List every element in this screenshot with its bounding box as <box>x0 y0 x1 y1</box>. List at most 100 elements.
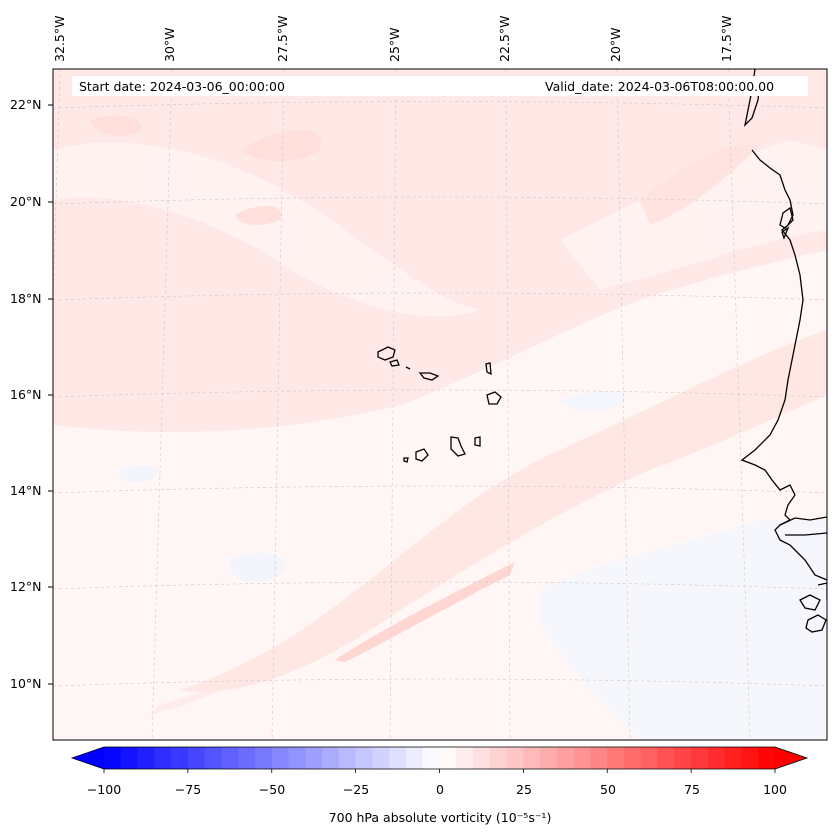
colorbar-tick-label: −75 <box>174 782 202 797</box>
colorbar-segment <box>607 747 625 769</box>
parallel-22N <box>53 101 827 109</box>
colorbar-segment <box>271 747 290 769</box>
vorticity-patch <box>240 129 322 162</box>
colorbar-segment <box>204 747 223 769</box>
lat-label: 12°N <box>10 579 42 594</box>
colorbar-segment <box>523 747 541 769</box>
meridian-22-5W <box>505 69 511 740</box>
island-brava <box>403 457 409 463</box>
colorbar-tick-label: −50 <box>258 782 286 797</box>
island-santiago <box>450 436 466 457</box>
colorbar-segment <box>154 747 172 769</box>
island-fogo <box>415 448 429 462</box>
meridian-27-5W <box>271 69 285 740</box>
colorbar-segment <box>741 747 759 769</box>
colorbar-segment <box>640 747 659 769</box>
vorticity-field <box>53 69 827 740</box>
island-sao-nicolau <box>418 372 440 381</box>
island-sal <box>485 362 492 376</box>
colorbar-segment <box>624 747 642 769</box>
lon-label: 27.5°W <box>275 15 290 62</box>
lon-label: 32.5°W <box>52 15 67 62</box>
colorbar-segment <box>489 747 508 769</box>
info-bar <box>72 76 808 96</box>
colorbar-segment <box>389 747 407 769</box>
guinea-bissau-coast <box>817 582 827 600</box>
colorbar-segment <box>439 747 457 769</box>
cape-verde-islands <box>377 346 502 463</box>
island-santa-luzia <box>405 366 411 370</box>
graticule <box>53 69 827 740</box>
colorbar-segment <box>691 747 709 769</box>
weak-vorticity-patch <box>53 142 480 317</box>
lon-label: 22.5°W <box>497 15 512 62</box>
island-maio <box>474 436 481 447</box>
colorbar-label: 700 hPa absolute vorticity (10⁻⁵s⁻¹) <box>328 810 552 825</box>
colorbar-tick-label: 75 <box>684 782 700 797</box>
colorbar-segment <box>355 747 374 769</box>
colorbar-tick-label: 25 <box>516 782 532 797</box>
cape-blanc <box>779 206 794 229</box>
parallel-10N <box>53 678 827 687</box>
vorticity-patch <box>235 205 282 225</box>
colorbar-segment <box>238 747 256 769</box>
negative-vorticity-patch <box>119 465 159 482</box>
colorbar-segment <box>456 747 474 769</box>
colorbar-tick-label: 0 <box>436 782 444 797</box>
lat-label: 16°N <box>10 387 42 402</box>
colorbar-segment <box>171 747 189 769</box>
lon-label: 25°W <box>387 27 402 62</box>
bijagos-island <box>799 594 821 611</box>
lat-label: 20°N <box>10 194 42 209</box>
colorbar-segment <box>573 747 592 769</box>
island-santo-antao <box>377 346 396 361</box>
colorbar-segment <box>288 747 306 769</box>
colorbar-segment <box>540 747 558 769</box>
colorbar-tick-label: −25 <box>342 782 370 797</box>
lat-label: 14°N <box>10 483 42 498</box>
gambia-river-north <box>779 516 827 526</box>
colorbar-segment <box>590 747 608 769</box>
parallel-12N <box>53 581 827 590</box>
lon-label: 20°W <box>608 27 623 62</box>
colorbar-segment <box>556 747 575 769</box>
coastal-islet <box>781 226 790 240</box>
colorbar-extend-high <box>775 747 807 769</box>
negative-vorticity-region <box>540 520 827 740</box>
vorticity-patch <box>640 144 760 225</box>
positive-vorticity-band-north <box>53 69 827 433</box>
colorbar-tick-label: 100 <box>763 782 787 797</box>
island-boa-vista <box>486 391 502 405</box>
colorbar-segment <box>372 747 390 769</box>
colorbar-segment <box>422 747 441 769</box>
valid-date-text: Valid_date: 2024-03-06T08:00:00.00 <box>545 79 775 94</box>
gambia-river-south <box>785 532 827 536</box>
colorbar-segment <box>338 747 357 769</box>
parallel-20N <box>53 196 827 205</box>
colorbar-segment <box>506 747 524 769</box>
lat-label: 22°N <box>10 97 42 112</box>
colorbar-segment <box>120 747 139 769</box>
parallel-16N <box>53 389 827 398</box>
colorbar-segment <box>724 747 743 769</box>
colorbar-segment <box>707 747 726 769</box>
colorbar-segment <box>254 747 273 769</box>
colorbar-segment <box>322 747 340 769</box>
vorticity-patch <box>90 115 142 136</box>
lon-label: 17.5°W <box>719 15 734 62</box>
colorbar-segment <box>187 747 206 769</box>
colorbar-segment <box>758 747 776 769</box>
negative-vorticity-patch <box>560 390 626 412</box>
colorbar-segment <box>104 747 122 769</box>
lon-label: 30°W <box>162 27 177 62</box>
colorbar-segment <box>305 747 323 769</box>
colorbar-segment <box>657 747 675 769</box>
lat-label: 10°N <box>10 676 42 691</box>
start-date-text: Start date: 2024-03-06_00:00:00 <box>79 79 285 94</box>
colorbar-segment <box>674 747 692 769</box>
vorticity-maximum-streak <box>335 562 515 662</box>
lat-tick-marks <box>48 104 53 685</box>
colorbar-tick-label: 50 <box>600 782 616 797</box>
